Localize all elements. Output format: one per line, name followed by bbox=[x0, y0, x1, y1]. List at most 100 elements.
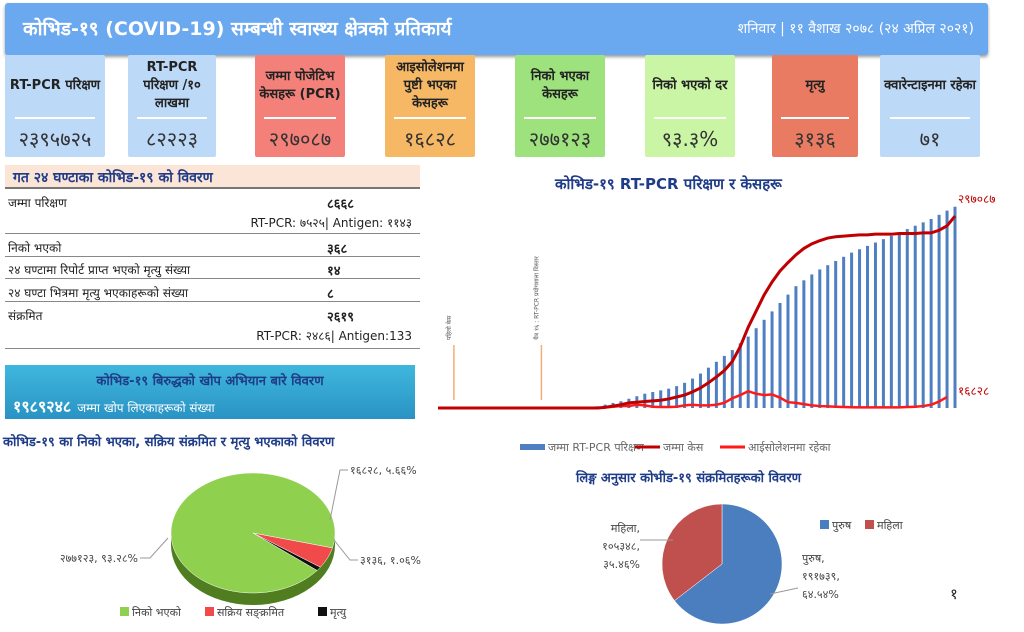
stat-card: निको भएका केसहरू २७७१२३ bbox=[515, 55, 605, 157]
vaccine-label: जम्मा खोप लिएकाहरूको संख्या bbox=[77, 401, 215, 415]
test-bar bbox=[897, 232, 901, 408]
test-bar bbox=[945, 210, 949, 408]
cases-end-label: २९७०८७ bbox=[958, 195, 995, 206]
pie-slice bbox=[252, 532, 321, 571]
divider bbox=[654, 117, 726, 119]
annotation-label: चैत्र १६ : RT-PCR प्रयोगशाला विस्तार bbox=[532, 256, 540, 340]
legend-label: मृत्यु bbox=[330, 606, 347, 619]
stat-card: RT-PCR परिक्षण /१० लाखमा ८२२२३ bbox=[128, 55, 216, 157]
legend-swatch bbox=[205, 607, 214, 616]
test-bar bbox=[881, 239, 885, 408]
legend-label: जम्मा RT-PCR परिक्षण bbox=[548, 441, 645, 454]
legend-swatch bbox=[520, 444, 545, 450]
header-banner: कोभिड-१९ (COVID-19) सम्बन्धी स्वास्थ्य क… bbox=[5, 3, 988, 55]
stat-label: आइसोलेशनमा पुष्टी भएका केसहरू bbox=[396, 60, 464, 111]
legend-swatch bbox=[318, 607, 327, 616]
stat-value: २७७१२३ bbox=[528, 127, 592, 151]
stat-value: २९७०८७ bbox=[268, 127, 332, 151]
test-bar bbox=[937, 214, 941, 408]
stat-label: जम्मा पोजेटिभ केसहरू (PCR) bbox=[259, 69, 341, 102]
stat-value: १६८२८ bbox=[404, 127, 456, 151]
stat-label: निको भएको दर bbox=[652, 78, 728, 93]
outcome-pie-title: कोभिड-१९ का निको भएका, सक्रिय संक्रमित र… bbox=[3, 435, 335, 450]
leader-line bbox=[769, 587, 799, 595]
slice-label: २७७१२३, ९३.२८% bbox=[60, 552, 138, 565]
stat-row: २४ घण्टा भित्रमा मृत्यु भएकाहरूको संख्या… bbox=[5, 282, 420, 302]
date: शनिवार | ११ वैशाख २०७८ (२४ अप्रिल २०२१) bbox=[737, 21, 974, 37]
row-value: १४ bbox=[327, 264, 341, 279]
stat-card: जम्मा पोजेटिभ केसहरू (PCR) २९७०८७ bbox=[255, 55, 345, 157]
test-bar bbox=[826, 265, 830, 408]
test-bar bbox=[762, 319, 766, 408]
stat-card: क्वारेन्टाइनमा रहेका ७१ bbox=[880, 55, 980, 157]
legend-swatch bbox=[820, 520, 829, 529]
legend-label: महिला bbox=[877, 519, 903, 532]
divider bbox=[524, 117, 596, 119]
row-label: जम्मा परिक्षण bbox=[8, 196, 67, 210]
slice-label: १६८२८, ५.६६% bbox=[350, 464, 417, 477]
divider bbox=[394, 117, 466, 119]
pie-slice bbox=[661, 503, 723, 602]
slice-label: पुरुष, bbox=[802, 552, 825, 565]
test-bar bbox=[834, 261, 838, 408]
test-bar bbox=[810, 274, 814, 408]
legend-swatch bbox=[120, 607, 129, 616]
test-bar bbox=[842, 256, 846, 408]
legend-label: पुरुष bbox=[832, 519, 852, 532]
legend-label: सक्रिय सङ्क्रमित bbox=[217, 606, 285, 619]
vaccine-count: १९८९२४८ bbox=[13, 397, 72, 416]
stat-card: मृत्यु ३१३६ bbox=[772, 55, 858, 157]
test-bar bbox=[754, 328, 758, 408]
slice-label: ३५.४६% bbox=[603, 558, 640, 571]
stat-label: RT-PCR परिक्षण bbox=[9, 78, 101, 93]
test-bar bbox=[786, 294, 790, 408]
stat-card: निको भएको दर ९३.३% bbox=[645, 55, 735, 157]
row-label: संक्रमित bbox=[8, 309, 43, 323]
test-bar bbox=[858, 249, 862, 408]
vaccine-title: कोभिड-१९ बिरुद्धको खोप अभियान बारे विवरण bbox=[96, 374, 324, 389]
legend-swatch bbox=[865, 520, 874, 529]
test-bar bbox=[802, 280, 806, 408]
stat-value: ९३.३% bbox=[661, 127, 719, 151]
pie-slice bbox=[674, 503, 783, 625]
test-bar bbox=[921, 222, 925, 408]
stat-value: २३९५७२५ bbox=[18, 127, 92, 151]
stat-card: आइसोलेशनमा पुष्टी भएका केसहरू १६८२८ bbox=[385, 55, 475, 157]
annotation-label: पहिलो केस bbox=[445, 315, 453, 340]
page-number: १ bbox=[950, 585, 958, 603]
stat-value: ३१३६ bbox=[794, 127, 836, 151]
stat-label: निको भएका केसहरू bbox=[530, 69, 590, 102]
test-bar bbox=[889, 235, 893, 408]
test-bar bbox=[770, 311, 774, 408]
tests-cases-chart: पहिलो केस चैत्र १६ : RT-PCR प्रयोगशाला वि… bbox=[438, 195, 995, 454]
legend-label: आईसोलेशनमा रहेका bbox=[748, 441, 831, 454]
stat-card: RT-PCR परिक्षण २३९५७२५ bbox=[5, 55, 105, 157]
test-bar bbox=[722, 355, 726, 408]
stat-row: २४ घण्टामा रिपोर्ट प्राप्त भएको मृत्यु स… bbox=[5, 259, 420, 279]
slice-label: १९१७३९, bbox=[802, 570, 840, 583]
stat-row: संक्रमित २६१९ RT-PCR: २४८६| Antigen:133 bbox=[5, 305, 420, 349]
row-value: ८६६८ bbox=[327, 197, 355, 212]
stat-label: क्वारेन्टाइनमा रहेका bbox=[884, 78, 976, 93]
test-bar bbox=[714, 361, 718, 408]
test-bar bbox=[738, 343, 742, 408]
test-bar bbox=[873, 242, 877, 408]
test-bar bbox=[953, 206, 957, 408]
line-chart-title: कोभिड-१९ RT-PCR परिक्षण र केसहरू bbox=[555, 175, 782, 193]
test-bar bbox=[866, 245, 870, 408]
stat-label: मृत्यु bbox=[805, 78, 825, 93]
stat-label: RT-PCR परिक्षण /१० लाखमा bbox=[143, 60, 201, 111]
test-bar bbox=[706, 367, 710, 408]
test-bar bbox=[746, 336, 750, 408]
last-24h-title: गत २४ घण्टाका कोभिड-१९ को विवरण bbox=[5, 165, 420, 189]
vaccine-panel: कोभिड-१९ बिरुद्धको खोप अभियान बारे विवरण… bbox=[5, 365, 415, 419]
row-breakdown: RT-PCR: ७५२५| Antigen: ११४३ bbox=[250, 216, 412, 230]
cases-line bbox=[438, 215, 957, 410]
slice-label: ६४.५४% bbox=[802, 588, 839, 601]
row-value: २६१९ bbox=[327, 310, 355, 325]
test-bar bbox=[818, 269, 822, 408]
stat-row: जम्मा परिक्षण ८६६८ RT-PCR: ७५२५| Antigen: … bbox=[5, 192, 420, 234]
gender-pie-title: लिङ्ग अनुसार कोभीड-१९ संक्रमितहरूको विवर… bbox=[576, 471, 802, 486]
divider bbox=[15, 117, 95, 119]
divider bbox=[264, 117, 336, 119]
